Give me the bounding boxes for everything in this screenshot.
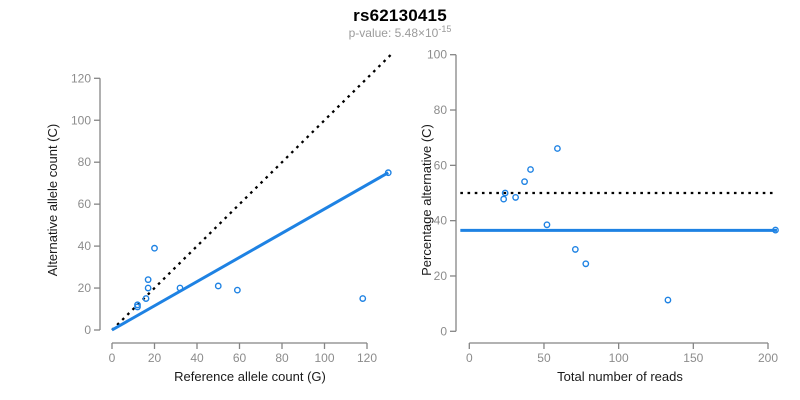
left-data-point <box>233 286 241 294</box>
right-y-tick-label: 40 <box>434 214 448 228</box>
left-y-tick-label: 0 <box>84 323 91 337</box>
plot-subtitle: p-value: 5.48×10-15 <box>0 24 800 41</box>
right-x-tick-label: 100 <box>609 351 629 365</box>
right-y-tick-label: 100 <box>427 48 447 62</box>
right-x-tick-label: 200 <box>758 351 778 365</box>
left-data-point <box>384 169 392 177</box>
p-value-exponent: -15 <box>438 24 452 34</box>
left-data-point <box>144 284 152 292</box>
left-data-point <box>151 244 158 252</box>
right-data-point <box>527 166 534 173</box>
regression-line <box>111 171 389 332</box>
left-y-tick-label: 40 <box>78 239 92 253</box>
right-y-tick-label: 60 <box>434 158 448 172</box>
right-y-axis-title: Percentage alternative (C) <box>419 124 434 276</box>
right-y-tick-label: 20 <box>434 269 448 283</box>
left-x-tick-label: 20 <box>148 351 162 365</box>
left-x-tick-label: 0 <box>109 351 116 365</box>
identity-line <box>111 54 392 331</box>
right-data-point <box>571 246 579 253</box>
right-x-tick-label: 50 <box>537 351 551 365</box>
left-data-point <box>176 284 184 292</box>
right-data-point <box>521 178 528 186</box>
left-x-tick-label: 60 <box>233 351 247 365</box>
left-data-point <box>134 303 141 311</box>
left-y-axis-title: Alternative allele count (C) <box>45 124 60 276</box>
p-value-text: p-value: 5.48×10 <box>348 26 439 40</box>
left-y-tick-label: 120 <box>71 71 91 85</box>
plot-title: rs62130415 <box>353 6 447 25</box>
right-data-point <box>543 221 551 229</box>
left-data-point <box>359 295 367 302</box>
left-y-tick-label: 80 <box>78 155 92 169</box>
left-x-tick-label: 80 <box>275 351 289 365</box>
right-x-axis-title: Total number of reads <box>557 369 683 384</box>
right-y-tick-label: 80 <box>434 103 448 117</box>
right-data-point <box>582 260 590 268</box>
left-x-tick-label: 40 <box>190 351 204 365</box>
right-y-tick-label: 0 <box>440 324 447 338</box>
left-data-point <box>144 276 152 284</box>
right-data-point <box>664 296 672 304</box>
left-x-tick-label: 120 <box>357 351 377 365</box>
left-y-tick-label: 20 <box>78 281 92 295</box>
left-y-tick-label: 60 <box>78 197 92 211</box>
left-y-tick-label: 100 <box>71 113 91 127</box>
left-x-axis-title: Reference allele count (G) <box>174 369 326 384</box>
left-data-point <box>142 295 150 302</box>
left-data-point <box>214 282 222 290</box>
right-data-point <box>512 194 519 201</box>
right-x-tick-label: 0 <box>466 351 473 365</box>
right-data-point <box>772 226 779 234</box>
right-data-point <box>501 189 509 197</box>
left-x-tick-label: 100 <box>314 351 334 365</box>
right-data-point <box>554 145 561 152</box>
right-data-point <box>500 195 508 203</box>
left-data-point <box>134 301 141 309</box>
right-x-tick-label: 150 <box>683 351 703 365</box>
